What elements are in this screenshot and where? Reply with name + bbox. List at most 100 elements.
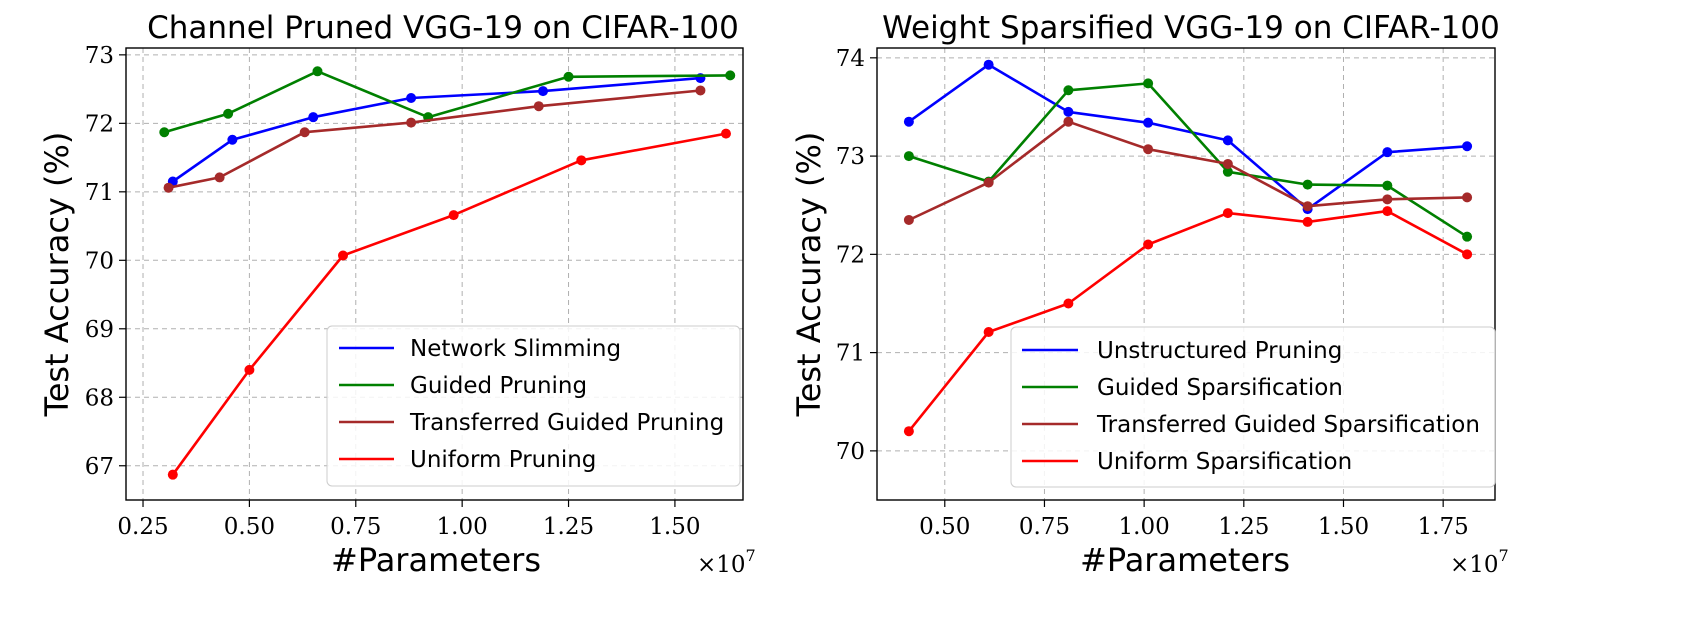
legend-label: Guided Sparsification (1097, 375, 1343, 401)
legend-label: Uniform Sparsification (1097, 449, 1352, 475)
series-line-unstructured-pruning (908, 63, 1468, 211)
data-point (1143, 239, 1154, 250)
data-point (1382, 147, 1393, 158)
legend-label: Unstructured Pruning (1097, 338, 1342, 364)
x-tick-label: 1.25 (1218, 514, 1269, 540)
series-line-guided-pruning (163, 70, 731, 134)
chart-panel-2: 0.50 0.75 1.00 1.25 1.50 1.75 70 71 72 73 74 Weight… (790, 10, 1509, 579)
data-point (903, 426, 914, 437)
data-point (159, 127, 170, 138)
data-point (1462, 231, 1473, 242)
x-tick-label: 0.50 (224, 514, 275, 540)
x-tick-label: 1.50 (649, 514, 700, 540)
x-tick-label: 1.00 (1119, 514, 1170, 540)
data-point (1222, 135, 1233, 146)
data-point (533, 101, 544, 112)
data-point (406, 92, 417, 103)
data-point (244, 364, 255, 375)
data-point (1462, 141, 1473, 152)
data-point (1143, 144, 1154, 155)
y-tick-label: 72 (836, 242, 865, 268)
series-line-guided-sparsification (908, 82, 1468, 238)
data-point (299, 127, 310, 138)
data-point (983, 59, 994, 70)
y-tick-label: 74 (836, 46, 865, 72)
data-point (1222, 166, 1233, 177)
data-point (1302, 201, 1313, 212)
data-point (1462, 192, 1473, 203)
legend-entry: Network Slimming (339, 336, 621, 362)
y-tick-label: 73 (836, 144, 865, 170)
chart-panel-1: 0.25 0.50 0.75 1.00 1.25 1.50 67 68 69 70 71 72 73 Ch… (38, 10, 756, 579)
data-point (163, 182, 174, 193)
legend-entry: Uniform Sparsification (1022, 449, 1352, 475)
data-point (1143, 78, 1154, 89)
data-point (983, 177, 994, 188)
y-tick-label: 67 (85, 454, 114, 480)
data-point (338, 250, 349, 261)
x-exponent-power: 7 (1499, 546, 1509, 565)
data-point (1382, 206, 1393, 217)
data-point (725, 70, 736, 81)
x-tick-label: 1.00 (437, 514, 488, 540)
data-point (720, 128, 731, 139)
x-tick-label: 1.75 (1418, 514, 1469, 540)
data-point (1143, 117, 1154, 128)
plot-frame (876, 47, 1496, 501)
data-point (1382, 180, 1393, 191)
y-tick-label: 73 (85, 43, 114, 69)
legend-label: Transferred Guided Sparsification (1096, 412, 1480, 438)
y-axis-label: Test Accuracy (%) (790, 132, 828, 418)
series-line-uniform-sparsification (907, 209, 1468, 433)
chart-title: Channel Pruned VGG-19 on CIFAR-100 (147, 10, 739, 46)
y-tick-label: 71 (836, 341, 865, 367)
x-tick-label: 1.50 (1318, 514, 1369, 540)
data-point (1063, 298, 1074, 309)
data-point (983, 326, 994, 337)
data-point (1462, 249, 1473, 260)
x-tick-label: 0.50 (919, 514, 970, 540)
legend-label: Network Slimming (410, 336, 621, 362)
data-point (563, 71, 574, 82)
data-point (223, 108, 234, 119)
data-point (576, 155, 587, 166)
data-point (448, 210, 459, 221)
y-tick-label: 71 (85, 180, 114, 206)
data-point (1302, 179, 1313, 190)
x-tick-label: 0.75 (330, 514, 381, 540)
legend-label: Uniform Pruning (410, 447, 596, 473)
data-point (312, 66, 323, 77)
data-point (308, 112, 319, 123)
x-tick-label: 0.75 (1019, 514, 1070, 540)
data-point (167, 469, 178, 480)
data-point (1222, 158, 1233, 169)
x-tick-label: 1.25 (543, 514, 594, 540)
y-tick-label: 72 (85, 111, 114, 137)
series-line-transferred-guided-sparsification (908, 120, 1468, 222)
data-point (1302, 216, 1313, 227)
data-point (538, 86, 549, 97)
x-axis-exponent: ×107 (697, 546, 756, 578)
legend: Unstructured Pruning Guided Sparsificatio… (1010, 326, 1496, 488)
y-tick-label: 68 (85, 385, 114, 411)
data-point (903, 116, 914, 127)
legend-box (1010, 326, 1496, 488)
series-line-network-slimming (172, 76, 701, 183)
x-exponent-base: ×10 (1450, 552, 1499, 578)
x-tick-label: 0.25 (117, 514, 168, 540)
series-line-uniform-pruning (171, 132, 727, 476)
legend-entry: Guided Sparsification (1022, 375, 1343, 401)
x-axis-exponent: ×107 (1450, 546, 1509, 578)
legend-label: Transferred Guided Pruning (409, 410, 724, 436)
data-point (903, 151, 914, 162)
legend-entry: Transferred Guided Sparsification (1022, 412, 1480, 438)
y-tick-label: 69 (85, 317, 114, 343)
x-exponent-base: ×10 (697, 552, 746, 578)
y-axis-label: Test Accuracy (%) (38, 132, 76, 418)
data-point (1063, 106, 1074, 117)
y-tick-label: 70 (836, 439, 865, 465)
y-tick-label: 70 (85, 248, 114, 274)
legend-label: Guided Pruning (410, 373, 587, 399)
chart-title: Weight Sparsified VGG-19 on CIFAR-100 (882, 10, 1500, 46)
